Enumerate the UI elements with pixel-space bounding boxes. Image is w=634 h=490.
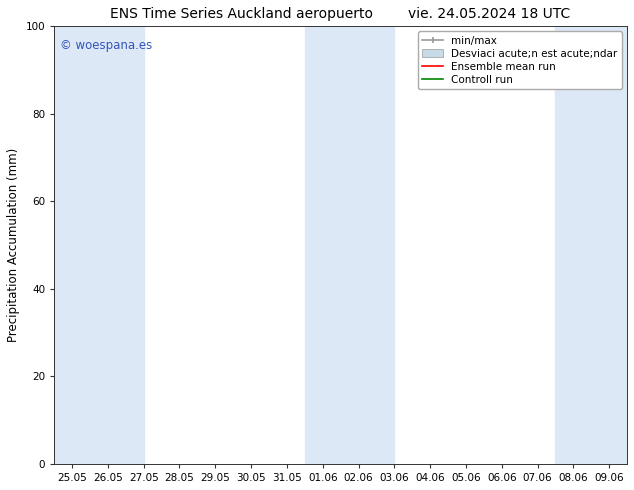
Legend: min/max, Desviaci acute;n est acute;ndar, Ensemble mean run, Controll run: min/max, Desviaci acute;n est acute;ndar… — [418, 31, 622, 89]
Y-axis label: Precipitation Accumulation (mm): Precipitation Accumulation (mm) — [7, 148, 20, 343]
Bar — [305, 26, 394, 464]
Bar — [555, 26, 627, 464]
Text: © woespana.es: © woespana.es — [60, 39, 152, 52]
Title: ENS Time Series Auckland aeropuerto        vie. 24.05.2024 18 UTC: ENS Time Series Auckland aeropuerto vie.… — [110, 7, 571, 21]
Bar — [54, 26, 144, 464]
